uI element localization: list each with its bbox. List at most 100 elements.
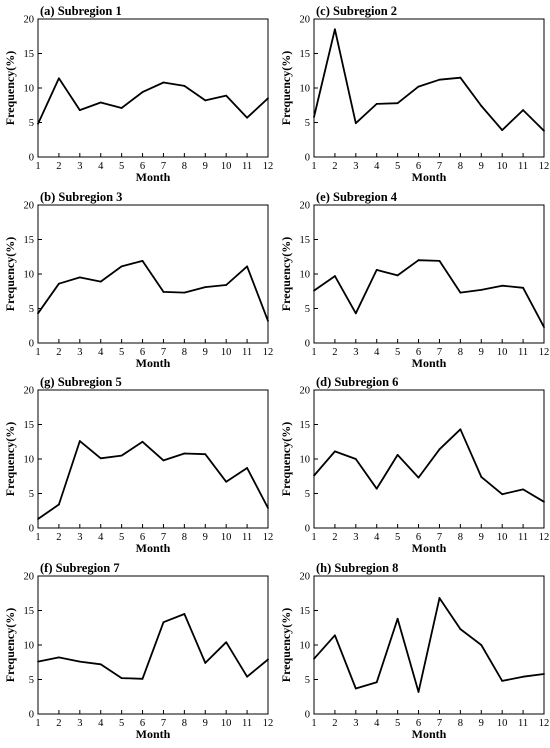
x-tick-label: 4: [98, 347, 104, 358]
x-tick-label: 9: [479, 347, 484, 358]
data-point: [99, 280, 102, 283]
x-tick-label: 7: [161, 161, 166, 172]
x-tick-label: 10: [497, 347, 508, 358]
data-point: [501, 493, 504, 496]
x-tick-label: 8: [182, 161, 187, 172]
data-point: [37, 660, 39, 663]
y-tick-label: 10: [300, 641, 311, 652]
x-tick-label: 7: [437, 718, 442, 729]
x-tick-label: 8: [182, 532, 187, 543]
x-tick-label: 8: [458, 161, 463, 172]
data-point: [375, 102, 378, 105]
data-point: [246, 116, 248, 119]
data-point: [225, 641, 228, 644]
x-tick-label: 1: [311, 532, 316, 543]
x-tick-label: 10: [221, 532, 232, 543]
series-line: [313, 259, 545, 328]
x-tick-label: 2: [56, 718, 61, 729]
data-point: [162, 81, 165, 84]
y-axis-title: Frequency(%): [3, 237, 17, 311]
x-tick-label: 11: [518, 532, 528, 543]
panel-title: (h) Subregion 8: [316, 561, 398, 575]
x-tick-label: 9: [203, 347, 208, 358]
y-tick-label: 5: [305, 489, 310, 500]
x-tick-label: 5: [395, 718, 400, 729]
series-line: [313, 28, 545, 132]
x-tick-label: 2: [332, 347, 337, 358]
x-tick-label: 12: [263, 161, 274, 172]
x-tick-label: 11: [518, 347, 528, 358]
y-tick-label: 20: [300, 386, 311, 397]
x-tick-label: 10: [221, 161, 232, 172]
y-tick-label: 5: [29, 118, 34, 129]
y-tick-label: 15: [300, 606, 311, 617]
y-tick-label: 15: [24, 420, 35, 431]
x-tick-label: 3: [353, 718, 358, 729]
data-point: [58, 503, 60, 506]
x-tick-label: 12: [539, 161, 550, 172]
x-tick-label: 5: [395, 161, 400, 172]
y-tick-label: 20: [24, 201, 35, 212]
data-point: [141, 91, 144, 94]
data-point: [162, 291, 165, 293]
y-axis-title: Frequency(%): [3, 422, 17, 496]
series-line: [37, 613, 269, 680]
data-point: [99, 457, 102, 460]
plot-frame: [37, 204, 269, 344]
series-line: [313, 597, 545, 693]
panel-title: (a) Subregion 1: [40, 4, 122, 18]
panel-title: (g) Subregion 5: [40, 375, 122, 389]
data-point: [267, 507, 269, 509]
y-tick-label: 10: [300, 270, 311, 281]
data-point: [313, 116, 315, 118]
data-point: [183, 291, 186, 294]
x-tick-label: 8: [458, 532, 463, 543]
x-tick-label: 5: [395, 532, 400, 543]
data-point: [543, 500, 545, 503]
x-tick-label: 9: [203, 718, 208, 729]
x-axis-title: Month: [412, 727, 447, 741]
plot-frame: [313, 389, 545, 529]
x-tick-label: 6: [140, 532, 145, 543]
data-point: [204, 453, 207, 456]
x-tick-label: 7: [161, 718, 166, 729]
data-point: [417, 85, 420, 88]
x-tick-label: 4: [98, 532, 104, 543]
x-tick-label: 5: [119, 161, 124, 172]
y-tick-label: 5: [305, 304, 310, 315]
data-point: [225, 480, 228, 483]
y-axis-title: Frequency(%): [279, 422, 293, 496]
y-tick-label: 0: [305, 339, 310, 350]
x-tick-label: 7: [161, 532, 166, 543]
x-tick-label: 7: [437, 161, 442, 172]
x-tick-label: 10: [497, 718, 508, 729]
data-point: [459, 291, 462, 294]
y-tick-label: 0: [305, 153, 310, 164]
data-point: [204, 99, 207, 102]
data-point: [162, 459, 165, 462]
data-point: [141, 677, 144, 680]
x-tick-label: 9: [479, 532, 484, 543]
x-tick-label: 2: [56, 347, 61, 358]
y-tick-label: 15: [24, 49, 35, 60]
data-point: [58, 656, 60, 659]
x-tick-label: 10: [497, 532, 508, 543]
y-tick-label: 15: [300, 420, 311, 431]
data-point: [354, 687, 357, 690]
x-tick-label: 3: [353, 347, 358, 358]
y-tick-label: 15: [24, 235, 35, 246]
data-point: [501, 284, 504, 287]
data-point: [120, 677, 123, 680]
data-point: [396, 274, 399, 277]
x-tick-label: 6: [416, 347, 421, 358]
y-tick-label: 15: [300, 235, 311, 246]
x-axis-title: Month: [412, 356, 447, 370]
data-point: [438, 448, 441, 451]
y-tick-label: 5: [305, 118, 310, 129]
x-axis-title: Month: [412, 170, 447, 184]
